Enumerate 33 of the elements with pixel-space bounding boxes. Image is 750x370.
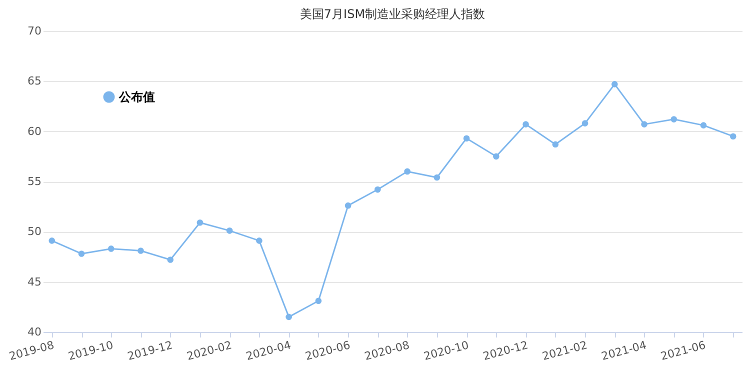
point <box>522 121 529 128</box>
point <box>138 248 144 254</box>
point <box>78 250 85 257</box>
point <box>493 153 500 160</box>
y-tick-label: 50 <box>28 225 42 238</box>
point <box>167 256 174 263</box>
point <box>226 228 233 234</box>
point <box>315 298 322 304</box>
point <box>582 120 588 126</box>
point <box>700 122 707 128</box>
y-tick-label: 65 <box>28 74 42 88</box>
point <box>48 238 56 244</box>
point <box>256 238 262 244</box>
legend-label: 公布值 <box>118 90 155 104</box>
y-tick-label: 45 <box>28 275 42 288</box>
point <box>374 186 381 193</box>
point <box>730 133 736 140</box>
y-tick-label: 60 <box>28 124 42 138</box>
point <box>552 141 559 148</box>
point <box>404 168 410 175</box>
point <box>286 314 292 320</box>
chart-title: 美国7月ISM制造业采购经理人指数 <box>300 7 486 21</box>
point <box>463 135 470 142</box>
point <box>434 174 440 181</box>
y-tick-label: 40 <box>28 326 42 338</box>
y-tick-label: 70 <box>28 24 42 38</box>
point <box>641 121 648 128</box>
point <box>670 116 678 122</box>
point <box>611 81 618 88</box>
point <box>344 202 352 209</box>
point <box>108 246 114 252</box>
point <box>196 219 204 226</box>
y-tick-label: 55 <box>28 175 42 188</box>
